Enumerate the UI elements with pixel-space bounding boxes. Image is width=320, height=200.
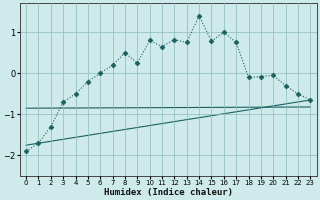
- X-axis label: Humidex (Indice chaleur): Humidex (Indice chaleur): [104, 188, 233, 197]
